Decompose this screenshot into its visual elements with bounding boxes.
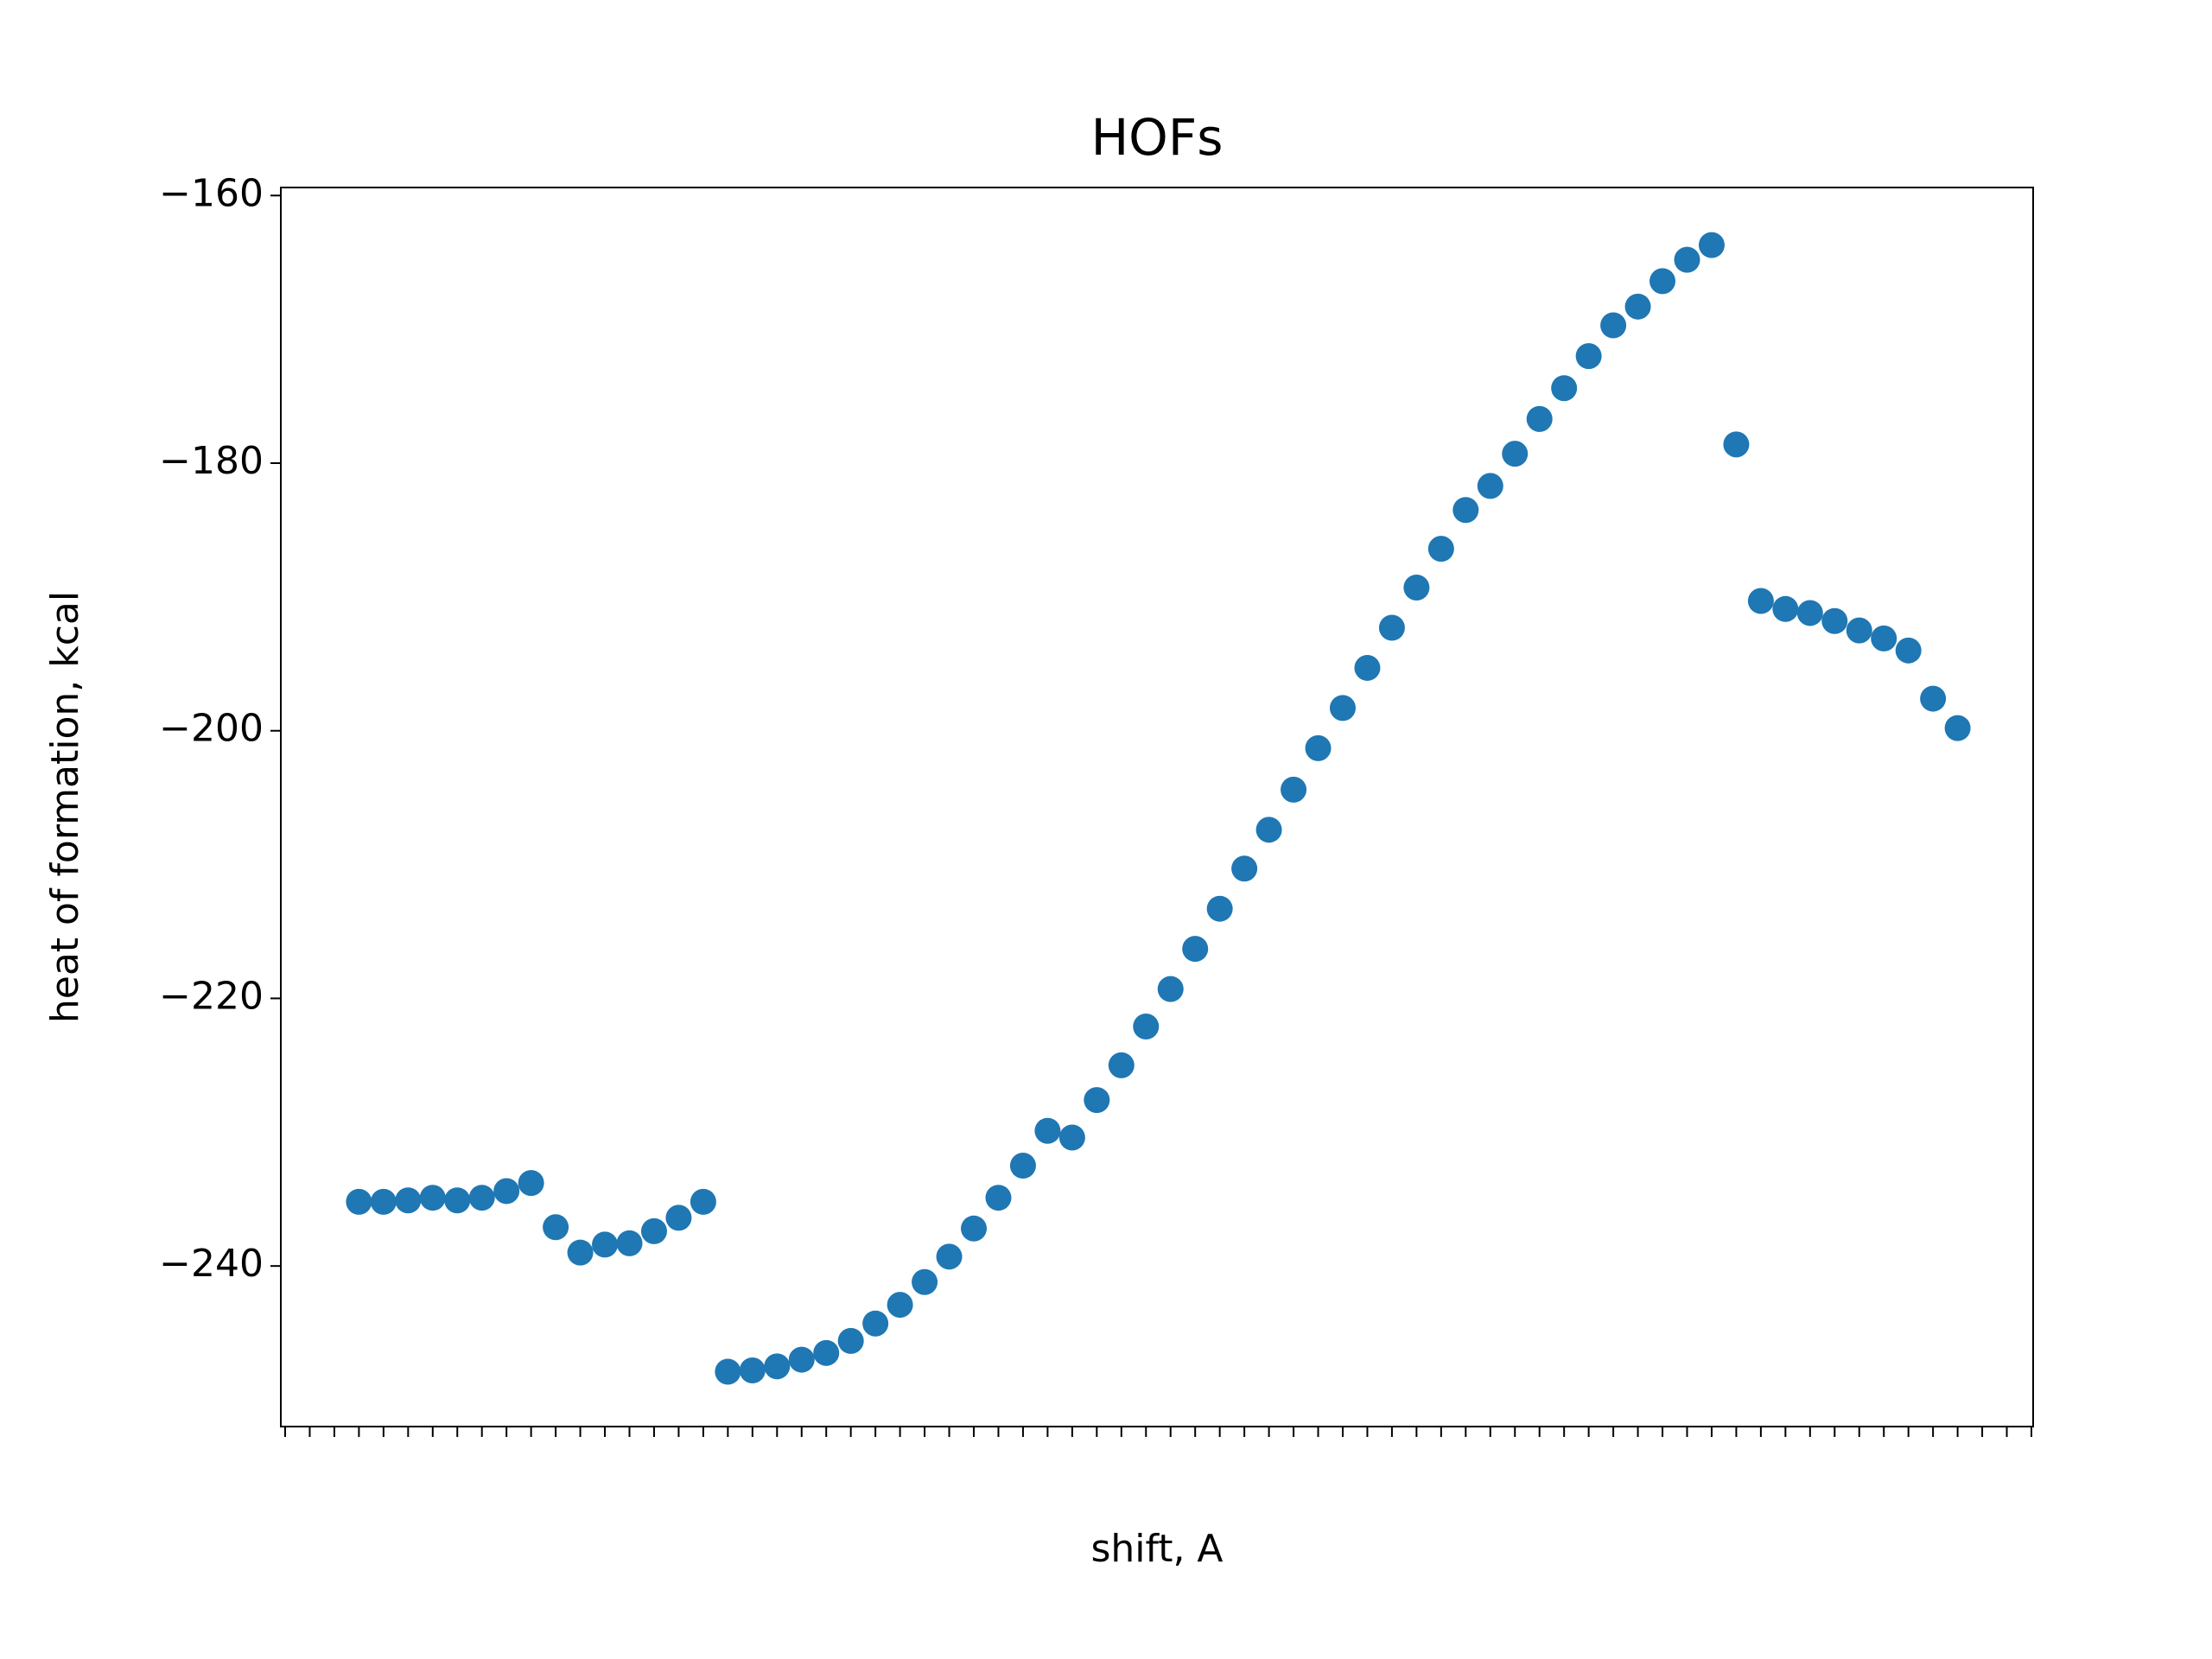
point	[1551, 375, 1578, 402]
point	[1846, 617, 1872, 644]
point	[1255, 817, 1282, 843]
point	[862, 1310, 889, 1337]
point	[1034, 1117, 1061, 1144]
point	[1157, 976, 1184, 1002]
point	[813, 1339, 840, 1366]
point	[395, 1187, 422, 1214]
point	[1575, 343, 1602, 370]
point	[1920, 685, 1947, 712]
point	[468, 1185, 495, 1211]
point	[1354, 654, 1381, 681]
point	[543, 1214, 569, 1241]
point	[764, 1353, 791, 1380]
point	[1796, 600, 1823, 626]
point	[1526, 405, 1553, 432]
point	[1084, 1087, 1110, 1114]
point	[1427, 536, 1454, 563]
point	[739, 1357, 766, 1383]
point	[1747, 588, 1774, 614]
point	[1378, 614, 1405, 641]
point	[518, 1170, 544, 1197]
point	[616, 1230, 643, 1256]
y-tick-label: −240	[159, 1242, 264, 1286]
point	[1944, 715, 1971, 741]
point	[419, 1185, 446, 1211]
point	[1133, 1013, 1160, 1039]
point	[1723, 431, 1750, 458]
y-axis-label: heat of formation, kcal	[43, 591, 87, 1023]
point	[1871, 625, 1897, 652]
point	[1772, 595, 1799, 622]
point	[665, 1205, 692, 1231]
point	[1058, 1124, 1085, 1151]
chart-title: HOFs	[1091, 108, 1224, 167]
point	[788, 1346, 815, 1373]
point	[1281, 776, 1307, 803]
point	[1329, 695, 1356, 721]
point	[1821, 607, 1848, 634]
point	[936, 1243, 963, 1270]
y-tick-label: −200	[159, 707, 264, 751]
point	[1009, 1153, 1036, 1179]
point	[715, 1358, 741, 1385]
point	[837, 1327, 864, 1354]
point	[346, 1188, 372, 1215]
point	[887, 1292, 913, 1319]
point	[444, 1187, 471, 1214]
point	[985, 1185, 1012, 1211]
point	[493, 1178, 520, 1205]
point	[370, 1188, 397, 1215]
point	[1403, 575, 1430, 601]
x-axis-label: shift, A	[1090, 1527, 1223, 1571]
point	[1305, 734, 1332, 761]
point	[1108, 1052, 1135, 1078]
point	[1182, 936, 1209, 963]
point	[1895, 637, 1922, 664]
y-tick-label: −160	[159, 171, 264, 215]
y-tick-label: −180	[159, 439, 264, 483]
point	[912, 1268, 938, 1295]
y-tick-label: −220	[159, 974, 264, 1018]
point	[1600, 312, 1627, 339]
point	[1206, 895, 1233, 922]
point	[1452, 497, 1479, 524]
point	[1231, 855, 1258, 882]
point	[640, 1217, 667, 1244]
point	[1624, 293, 1651, 320]
point	[592, 1231, 619, 1258]
point	[567, 1239, 594, 1266]
point	[961, 1215, 988, 1242]
point	[1698, 232, 1725, 258]
point	[1649, 268, 1676, 295]
point	[1674, 246, 1700, 273]
point	[1477, 473, 1503, 499]
point	[1502, 441, 1529, 467]
point	[690, 1188, 716, 1215]
plot-frame	[280, 187, 2034, 1427]
